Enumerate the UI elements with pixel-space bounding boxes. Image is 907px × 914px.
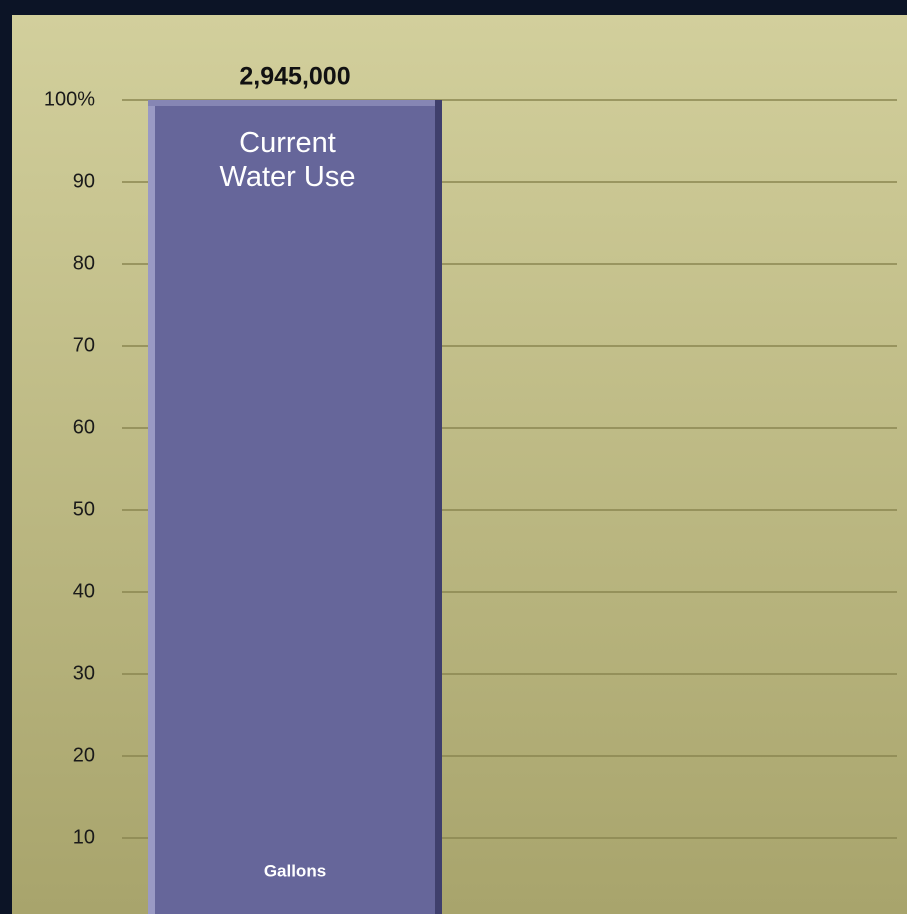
bar: [148, 100, 442, 914]
category-label: Current Water Use: [219, 127, 356, 193]
bar-label: 2,945,000: [239, 63, 350, 91]
bar-bevel-left: [148, 100, 155, 914]
bar-bevel-top: [148, 100, 442, 106]
unit-label: Gallons: [264, 861, 326, 880]
y-tick-label: 60: [73, 416, 95, 438]
bar-bevel-right: [435, 100, 442, 914]
y-tick-label: 90: [73, 170, 95, 192]
y-tick-label: 30: [73, 662, 95, 684]
y-tick-label: 80: [73, 252, 95, 274]
plot-panel: [12, 15, 907, 914]
y-tick-label: 70: [73, 334, 95, 356]
y-tick-label: 10: [73, 826, 95, 848]
y-tick-label: 100%: [44, 88, 95, 110]
y-tick-label: 20: [73, 744, 95, 766]
y-tick-label: 40: [73, 580, 95, 602]
y-tick-label: 50: [73, 498, 95, 520]
